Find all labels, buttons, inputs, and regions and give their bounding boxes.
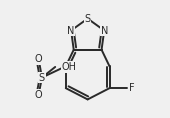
Text: S: S: [39, 73, 45, 83]
Text: N: N: [100, 25, 108, 36]
Text: F: F: [129, 83, 135, 93]
Text: O: O: [35, 90, 42, 100]
Text: N: N: [67, 25, 75, 36]
Text: OH: OH: [61, 62, 76, 72]
Text: O: O: [35, 54, 42, 64]
Text: S: S: [85, 14, 91, 24]
